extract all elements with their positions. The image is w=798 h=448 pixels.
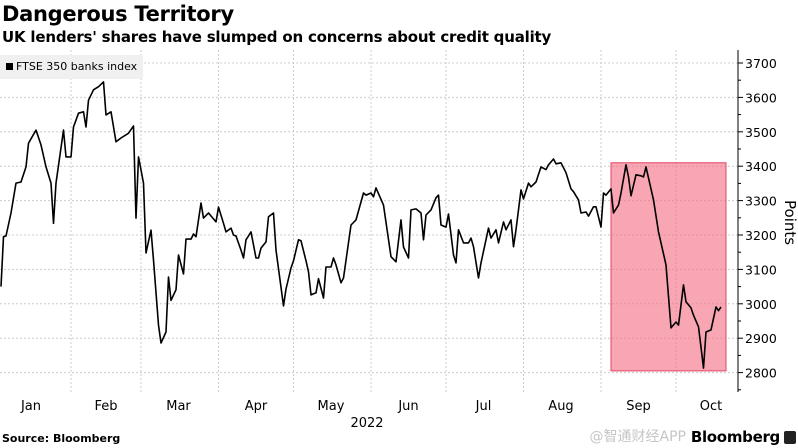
y-tick-label: 2900 xyxy=(745,331,777,346)
x-tick-label: Jun xyxy=(397,399,418,414)
y-tick-label: 3500 xyxy=(745,125,777,140)
y-tick-label: 3300 xyxy=(745,194,777,209)
y-tick-label: 2800 xyxy=(745,366,777,381)
x-tick-label: Sep xyxy=(626,399,651,414)
x-axis-label: 2022 xyxy=(350,416,383,431)
y-tick-label: 3000 xyxy=(745,297,777,312)
x-tick-label: Oct xyxy=(700,399,722,414)
watermark: @智通财经APP xyxy=(589,429,686,445)
bloomberg-icon xyxy=(784,431,796,444)
y-axis-label: Points xyxy=(781,200,798,246)
x-tick-label: Jul xyxy=(475,399,492,414)
y-tick-label: 3400 xyxy=(745,159,777,174)
y-tick-label: 3100 xyxy=(745,262,777,277)
highlight-region xyxy=(610,162,727,372)
y-tick-label: 3600 xyxy=(745,90,777,105)
y-tick-label: 3700 xyxy=(745,56,777,71)
x-tick-label: Apr xyxy=(245,399,268,414)
brand-logo: Bloomberg xyxy=(690,428,780,446)
legend-swatch xyxy=(6,63,13,70)
chart-title: Dangerous Territory xyxy=(2,2,234,26)
legend: FTSE 350 banks index xyxy=(0,55,143,79)
source-note: Source: Bloomberg xyxy=(2,432,121,445)
x-tick-label: Aug xyxy=(548,399,573,414)
x-tick-label: Jan xyxy=(20,399,41,414)
x-tick-label: Feb xyxy=(94,399,117,414)
series-line-ftse-350-banks xyxy=(0,81,722,369)
legend-label: FTSE 350 banks index xyxy=(16,60,138,73)
chart-subtitle: UK lenders' shares have slumped on conce… xyxy=(2,28,552,46)
y-tick-label: 3200 xyxy=(745,228,777,243)
x-tick-label: Mar xyxy=(166,399,191,414)
x-tick-label: May xyxy=(318,399,345,414)
